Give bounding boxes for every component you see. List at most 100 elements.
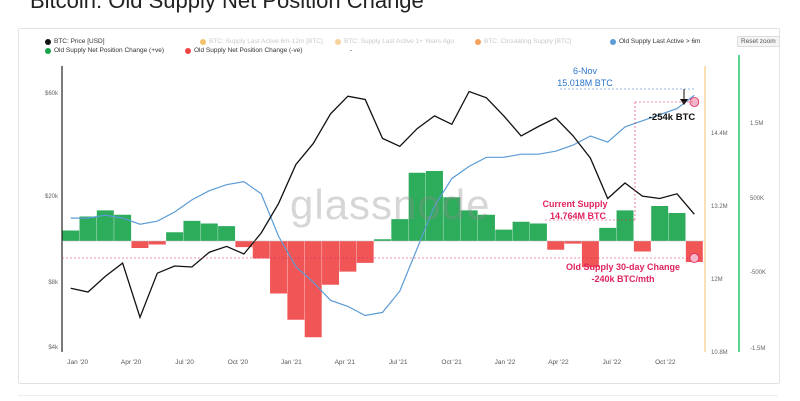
current-supply-marker — [689, 97, 700, 107]
watermark-text: glassnode — [290, 181, 490, 228]
y-left-tick-label: $8k — [48, 280, 59, 286]
current-change-marker — [689, 253, 700, 263]
x-tick-label: Apr '20 — [121, 359, 142, 366]
x-tick-label: Oct '21 — [441, 359, 462, 366]
net-change-bar — [235, 241, 253, 248]
legend-label: - — [350, 47, 353, 54]
legend-swatch — [200, 38, 206, 45]
reset-zoom-button[interactable]: Reset zoom — [737, 36, 780, 47]
y-right-supply-tick-label: 13.2M — [711, 204, 728, 210]
old-supply-line-layer — [70, 94, 695, 317]
net-change-bar — [374, 239, 391, 241]
net-change-bar — [477, 214, 495, 241]
net-change-bar — [62, 230, 80, 241]
y-left-tick-label: $60k — [45, 91, 59, 97]
legend-label: BTC: Supply Last Active 6m-12m [BTC] — [209, 38, 323, 45]
price-line-layer — [70, 90, 695, 320]
legend-item[interactable]: BTC: Supply Last Active 1+ Years Ago — [335, 38, 454, 45]
legend-swatch — [185, 47, 191, 54]
net-change-bar — [252, 241, 270, 259]
net-change-bar — [200, 223, 218, 241]
net-change-bar — [304, 241, 322, 338]
net-change-bar — [218, 226, 236, 241]
annotation-current-supply-value: 14.764M BTC — [550, 211, 607, 221]
x-tick-label: Jul '20 — [175, 359, 194, 366]
price-line — [70, 90, 695, 320]
net-change-bar — [287, 241, 305, 320]
footer-divider — [18, 395, 778, 396]
net-change-bar — [183, 220, 201, 241]
page-title: Bitcoin: Old Supply Net Position Change — [30, 0, 424, 13]
annotation-date: 6-Nov — [573, 66, 598, 76]
net-change-bar — [512, 221, 530, 241]
net-change-bar — [616, 210, 634, 241]
legend-label: Old Supply Net Position Change (+ve) — [54, 47, 165, 54]
net-change-bar — [391, 219, 409, 241]
y-left-tick-label: $4k — [48, 345, 59, 351]
legend-item[interactable]: Old Supply Last Active > 6m — [610, 38, 700, 45]
legend-swatch — [45, 38, 51, 45]
y-right-supply-tick-label: 10.8M — [711, 350, 728, 356]
legend-item[interactable]: BTC: Supply Last Active 6m-12m [BTC] — [200, 38, 323, 45]
net-change-bar — [79, 216, 97, 241]
x-tick-label: Jul '21 — [389, 359, 408, 366]
y-right-supply-tick-label: 14.4M — [711, 131, 728, 137]
net-change-bar — [495, 229, 513, 241]
annotation-current-supply-label: Current Supply — [542, 199, 607, 209]
legend-swatch — [335, 38, 341, 45]
net-change-bar — [633, 241, 651, 252]
net-change-bar — [356, 241, 374, 263]
x-tick-label: Jul '22 — [603, 359, 622, 366]
y-right-supply-tick-label: 12M — [711, 277, 723, 283]
legend-item[interactable]: Old Supply Net Position Change (-ve) — [185, 47, 302, 54]
old-supply-line — [70, 94, 695, 317]
net-change-bar — [322, 241, 340, 285]
net-change-bar — [166, 232, 184, 241]
legend-label: BTC: Price [USD] — [54, 38, 105, 45]
legend-label: Old Supply Net Position Change (-ve) — [194, 47, 303, 54]
legend-item[interactable]: Old Supply Net Position Change (+ve) — [45, 47, 164, 54]
legend-item[interactable]: - — [350, 47, 352, 54]
net-change-bar — [564, 241, 582, 244]
net-change-bar — [339, 241, 357, 272]
net-change-bar — [270, 241, 288, 294]
net-change-bar — [148, 241, 166, 245]
y-right-change-tick-label: 500K — [750, 196, 764, 202]
legend-item[interactable]: BTC: Price [USD] — [45, 38, 105, 45]
annotations-layer: 6-Nov 15.018M BTC -254k BTC Current Supply 1… — [542, 66, 700, 284]
y-right-change-tick-label: -1.5M — [750, 346, 765, 352]
net-change-bar — [547, 241, 565, 250]
axes-layer: $60k $20k $8k $4k 14.4M 13.2M 12M 10.8M 1.5M 500K… — [45, 55, 766, 366]
net-change-bar — [96, 210, 114, 241]
legend-label: BTC: Circulating Supply [BTC] — [484, 38, 572, 45]
net-change-bar — [443, 197, 461, 241]
legend-swatch — [45, 47, 51, 54]
x-tick-label: Jan '21 — [281, 359, 302, 366]
legend-label: BTC: Supply Last Active 1+ Years Ago — [344, 38, 455, 45]
legend-label: Old Supply Last Active > 6m — [619, 38, 701, 45]
legend-item[interactable]: BTC: Circulating Supply [BTC] — [475, 38, 571, 45]
x-tick-label: Jan '20 — [67, 359, 88, 366]
legend-swatch — [475, 38, 481, 45]
x-tick-label: Jan '22 — [495, 359, 516, 366]
net-change-bars — [62, 171, 703, 338]
y-right-change-tick-label: 1.5M — [750, 121, 763, 127]
annotation-drop: -254k BTC — [649, 112, 696, 123]
y-left-tick-label: $20k — [45, 194, 59, 200]
net-change-bar — [581, 241, 599, 268]
net-change-bar — [114, 214, 132, 241]
net-change-bar — [668, 213, 686, 241]
net-change-bar — [131, 241, 149, 248]
net-change-bar — [460, 210, 478, 241]
x-tick-label: Apr '21 — [335, 359, 356, 366]
x-tick-label: Oct '22 — [655, 359, 676, 366]
net-change-bar — [599, 227, 617, 241]
y-right-change-tick-label: -500K — [750, 270, 766, 276]
net-change-bar — [408, 172, 426, 241]
net-change-bar — [529, 223, 547, 241]
net-change-bar — [651, 206, 669, 241]
annotation-change-label: Old Supply 30-day Change — [566, 262, 680, 272]
annotation-change-value: -240k BTC/mth — [591, 274, 654, 284]
legend-swatch — [610, 38, 616, 45]
